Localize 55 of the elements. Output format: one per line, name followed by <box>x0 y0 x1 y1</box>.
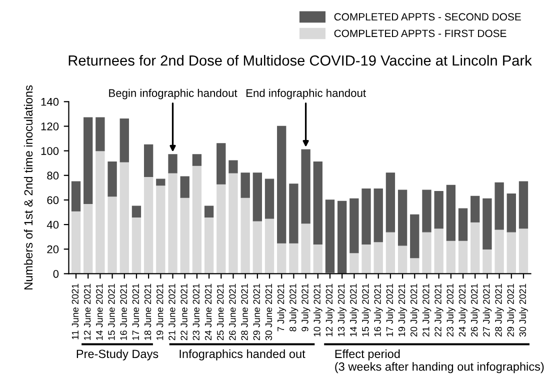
x-tick-label: 29 July 2021 <box>506 284 516 336</box>
x-tick-label: 20 July 2021 <box>410 284 420 336</box>
x-tick-label: 11 June 2021 <box>72 284 79 340</box>
x-tick-label: 7 July 2021 <box>277 284 286 332</box>
annotation: Begin infographic handout <box>109 88 238 100</box>
x-tick-label: 28 June 2021 <box>241 284 248 340</box>
x-tick-label: 13 July 2021 <box>338 284 346 336</box>
x-tick-label: 18 June 2021 <box>144 284 152 340</box>
y-tick-label: 20 <box>47 245 59 254</box>
x-tick-label: 17 July 2021 <box>386 284 395 336</box>
x-tick-label: 15 June 2021 <box>108 284 115 340</box>
x-tick-label: 24 June 2021 <box>204 284 212 340</box>
legend-label: COMPLETED APPTS - FIRST DOSE <box>334 30 506 38</box>
x-tick-label: 26 July 2021 <box>470 284 480 336</box>
x-tick-label: 16 June 2021 <box>120 284 127 340</box>
annotation: End infographic handout <box>246 88 366 100</box>
x-tick-label: 19 July 2021 <box>398 284 407 336</box>
x-tick-label: 9 July 2021 <box>301 284 310 332</box>
x-tick-label: 30 July 2021 <box>519 284 528 337</box>
x-tick-label: 14 July 2021 <box>350 284 359 336</box>
legend-label: COMPLETED APPTS - SECOND DOSE <box>334 13 521 21</box>
x-tick-label: 22 July 2021 <box>434 284 444 336</box>
x-tick-label: 30 June 2021 <box>265 284 272 340</box>
x-tick-label: 22 June 2021 <box>180 284 188 340</box>
x-tick-label: 29 June 2021 <box>253 284 260 340</box>
x-tick-label: 26 June 2021 <box>229 284 236 340</box>
x-tick-label: 24 July 2021 <box>458 284 468 336</box>
x-tick-label: 15 July 2021 <box>362 284 371 336</box>
y-tick-label: 120 <box>41 122 59 130</box>
x-tick-label: 23 June 2021 <box>192 284 200 340</box>
y-tick-label: 40 <box>46 220 59 229</box>
y-tick-label: 80 <box>47 172 59 180</box>
x-tick-label: 12 July 2021 <box>326 284 334 336</box>
y-tick-label: 60 <box>47 196 59 204</box>
x-tick-label: 28 July 2021 <box>494 284 504 336</box>
x-tick-label: 19 June 2021 <box>156 284 164 340</box>
x-tick-label: 8 July 2021 <box>289 284 298 332</box>
x-tick-label: 21 June 2021 <box>168 284 176 340</box>
x-tick-label: 27 July 2021 <box>482 284 492 336</box>
y-tick-label: 140 <box>41 98 59 106</box>
x-tick-label: 17 June 2021 <box>132 284 140 340</box>
x-tick-label: 12 June 2021 <box>84 284 91 340</box>
text: Effect period (3 weeks after handing out infographics) <box>335 349 544 374</box>
x-tick-label: 23 July 2021 <box>446 284 456 336</box>
y-tick-label: 0 <box>53 270 59 278</box>
y-axis-title: Numbers of 1st & 2nd time inoculations <box>24 85 33 290</box>
x-tick-label: 21 July 2021 <box>422 284 432 336</box>
y-tick-label: 100 <box>41 147 59 155</box>
text: Infographics handed out <box>180 349 306 360</box>
x-tick-label: 10 July 2021 <box>313 284 322 336</box>
x-tick-label: 14 June 2021 <box>96 284 103 340</box>
x-tick-label: 25 June 2021 <box>216 284 224 340</box>
x-tick-label: 16 July 2021 <box>374 284 383 336</box>
chart-title: Returnees for 2nd Dose of Multidose COVID-19 Vaccine at Lincoln Park <box>68 54 532 66</box>
text: Pre-Study Days <box>76 349 158 360</box>
